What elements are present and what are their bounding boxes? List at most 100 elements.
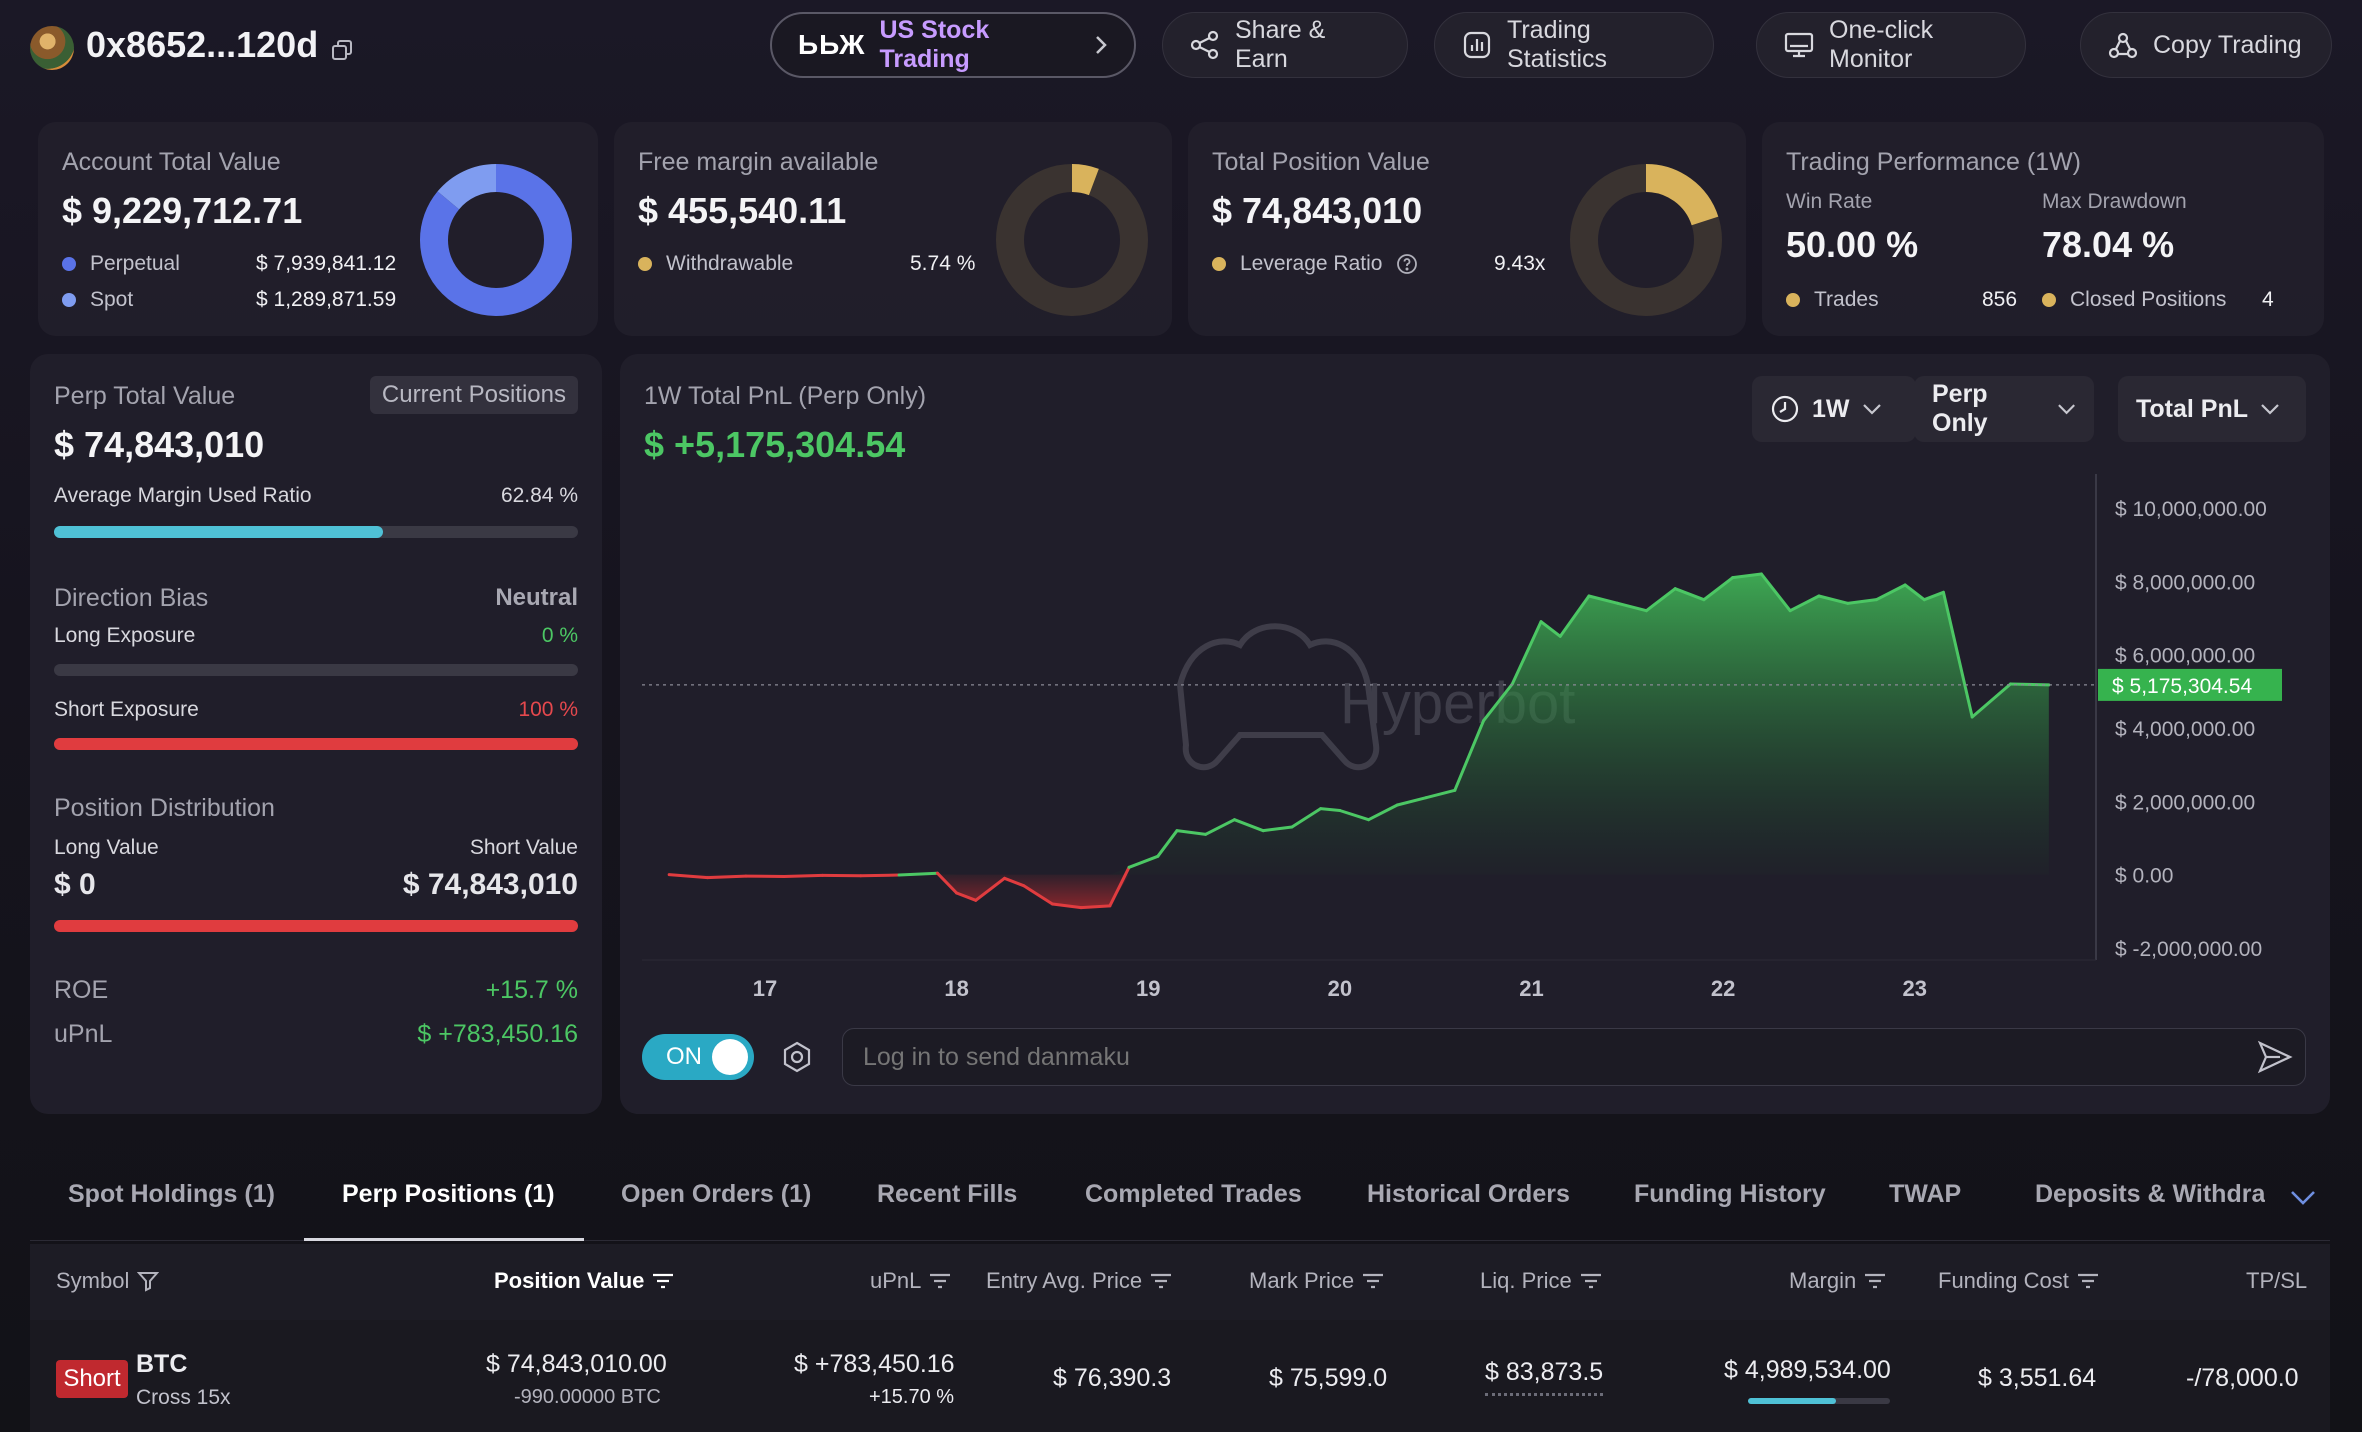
col-liq-price[interactable]: Liq. Price: [1480, 1268, 1602, 1294]
pnl-line-segment: [1453, 719, 1486, 792]
pnl-line-segment: [1558, 594, 1591, 638]
y-tick-label: $ 8,000,000.00: [2115, 571, 2255, 594]
pnl-line-segment: [1319, 807, 1342, 812]
tab-deposits-withdraw[interactable]: Deposits & Withdraw: [2035, 1180, 2265, 1208]
row-mode: Cross 15x: [136, 1386, 231, 1409]
current-positions-badge[interactable]: Current Positions: [369, 376, 578, 414]
col-entry-price[interactable]: Entry Avg. Price: [986, 1268, 1172, 1294]
range-dropdown[interactable]: 1W: [1752, 376, 1916, 442]
sort-icon[interactable]: [929, 1273, 951, 1289]
closed-legend: Closed Positions: [2042, 288, 2226, 312]
side-badge: Short: [56, 1360, 128, 1398]
y-tick-label: $ 2,000,000.00: [2115, 791, 2255, 814]
y-tick-label: $ -2,000,000.00: [2115, 938, 2262, 961]
one-click-monitor-button[interactable]: One-click Monitor: [1756, 12, 2026, 78]
tab-perp-positions[interactable]: Perp Positions (1): [342, 1180, 555, 1208]
col-tpsl-label: TP/SL: [2246, 1268, 2308, 1293]
pnl-line-segment: [974, 876, 1006, 902]
col-mark-price[interactable]: Mark Price: [1249, 1268, 1384, 1294]
spot-value: $ 1,289,871.59: [256, 288, 397, 311]
position-donut: [1570, 164, 1722, 316]
sort-icon[interactable]: [1362, 1273, 1384, 1289]
pnl-line-segment: [1510, 620, 1543, 686]
row-margin: $ 4,989,534.00: [1724, 1356, 1891, 1384]
pnl-line-segment: [1759, 572, 1792, 613]
col-margin[interactable]: Margin: [1789, 1268, 1886, 1294]
perp-total-value: $ 74,843,010: [54, 424, 265, 465]
table-header: [30, 1244, 2330, 1320]
col-upnl[interactable]: uPnL: [870, 1268, 951, 1294]
perp-total-title: Perp Total Value: [54, 382, 236, 410]
x-tick-label: 23: [1902, 976, 1926, 1001]
x-tick-label: 18: [944, 976, 968, 1001]
pnl-line-segment: [1022, 884, 1054, 906]
col-symbol[interactable]: Symbol: [56, 1268, 160, 1294]
danmaku-settings-icon[interactable]: [780, 1040, 814, 1074]
scope-dropdown[interactable]: Perp Only: [1914, 376, 2094, 442]
send-icon[interactable]: [2256, 1038, 2294, 1076]
pnl-line-segment: [1482, 682, 1514, 723]
short-exposure-bar: [54, 738, 578, 750]
pnl-line-segment: [1874, 583, 1907, 602]
x-tick-label: 17: [753, 976, 777, 1001]
one-click-monitor-label: One-click Monitor: [1829, 16, 1934, 73]
sort-icon[interactable]: [1580, 1273, 1602, 1289]
sort-icon[interactable]: [2077, 1273, 2099, 1289]
pnl-line-segment: [1395, 796, 1428, 807]
closed-label: Closed Positions: [2070, 288, 2227, 311]
tab-funding-history[interactable]: Funding History: [1634, 1180, 1826, 1208]
withdrawable-dot: [638, 257, 652, 271]
donut-position-slice: [1570, 164, 1722, 316]
trading-performance-card: Trading Performance (1W) Win Rate 50.00 …: [1762, 122, 2324, 336]
copy-trading-label: Copy Trading: [2153, 30, 2302, 59]
pnl-line-segment: [1232, 818, 1265, 833]
pnl-line-segment: [782, 873, 824, 878]
filter-icon[interactable]: [137, 1270, 160, 1292]
us-stock-label: US Stock Trading: [879, 16, 990, 73]
share-icon: [1190, 30, 1219, 60]
table-row[interactable]: [30, 1320, 2330, 1432]
danmaku-toggle[interactable]: ON: [642, 1034, 754, 1080]
row-upnl: $ +783,450.16: [794, 1350, 955, 1378]
pnl-line-segment: [1204, 818, 1236, 836]
clock-icon: [1771, 395, 1799, 423]
donut-withdrawable-slice: [996, 164, 1148, 316]
row-symbol[interactable]: BTC: [136, 1350, 188, 1378]
leverage-legend: Leverage Ratio: [1212, 252, 1418, 276]
long-exposure-bar: [54, 664, 578, 676]
tab-historical-orders[interactable]: Historical Orders: [1367, 1180, 1570, 1208]
tabs-more-chevron-icon[interactable]: [2290, 1190, 2316, 1206]
tab-spot-holdings[interactable]: Spot Holdings (1): [68, 1180, 275, 1208]
tab-twap[interactable]: TWAP: [1889, 1180, 1962, 1208]
avatar[interactable]: [30, 26, 74, 70]
danmaku-input[interactable]: [842, 1028, 2306, 1086]
col-funding-cost[interactable]: Funding Cost: [1938, 1268, 2099, 1294]
tab-recent-fills[interactable]: Recent Fills: [877, 1180, 1018, 1208]
copy-trading-button[interactable]: Copy Trading: [2080, 12, 2332, 78]
col-position-value[interactable]: Position Value: [494, 1268, 674, 1294]
win-rate-value: 50.00 %: [1786, 224, 1919, 265]
closed-dot: [2042, 293, 2056, 307]
trades-label: Trades: [1814, 288, 1879, 311]
col-upnl-label: uPnL: [870, 1268, 922, 1293]
free-margin-card: Free margin available $ 455,540.11 Withd…: [614, 122, 1172, 336]
help-icon[interactable]: [1396, 253, 1418, 275]
copy-icon[interactable]: [330, 38, 354, 62]
leverage-label: Leverage Ratio: [1240, 252, 1383, 275]
sort-icon[interactable]: [1864, 1273, 1886, 1289]
long-exposure-value: 0 %: [541, 624, 578, 647]
position-distribution-label: Position Distribution: [54, 794, 275, 822]
closed-value: 4: [2262, 288, 2274, 311]
sort-icon[interactable]: [652, 1273, 674, 1289]
trading-statistics-button[interactable]: Trading Statistics: [1434, 12, 1714, 78]
tab-open-orders[interactable]: Open Orders (1): [621, 1180, 812, 1208]
sort-icon[interactable]: [1150, 1273, 1172, 1289]
row-liq-price: $ 83,873.5: [1485, 1358, 1604, 1396]
monitor-icon: [1784, 32, 1814, 58]
share-earn-button[interactable]: Share & Earn: [1162, 12, 1408, 78]
pnl-line-segment: [1788, 594, 1821, 613]
short-exposure-label: Short Exposure: [54, 698, 199, 721]
tab-completed-trades[interactable]: Completed Trades: [1085, 1180, 1302, 1208]
metric-dropdown[interactable]: Total PnL: [2118, 376, 2306, 442]
us-stock-trading-button[interactable]: ЬЬЖ US Stock Trading: [770, 12, 1136, 78]
